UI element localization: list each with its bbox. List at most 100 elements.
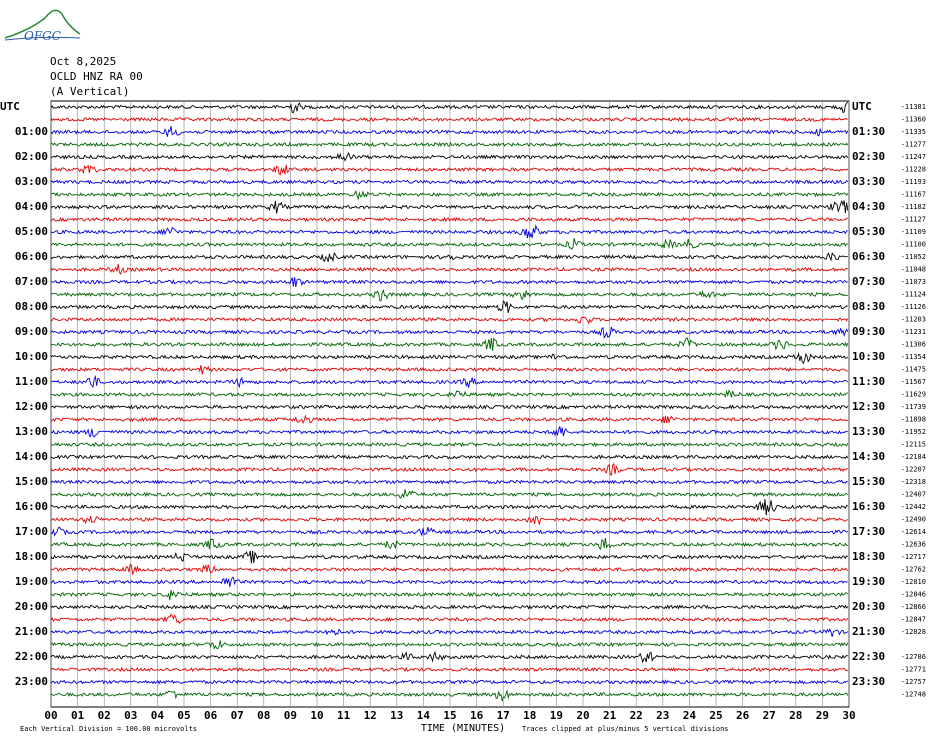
x-tick-label: 13 [390, 709, 403, 722]
x-tick-label: 24 [683, 709, 697, 722]
x-tick-label: 05 [177, 709, 190, 722]
trace-offset: -11247 [901, 153, 926, 161]
x-tick-label: 04 [151, 709, 165, 722]
trace [50, 289, 848, 302]
scale-note: Each Vertical Division = 100.00 microvol… [20, 725, 197, 733]
trace-offset: -12771 [901, 666, 926, 674]
trace [50, 499, 848, 516]
x-tick-label: 06 [204, 709, 218, 722]
trace [50, 351, 849, 365]
right-time-label: 09:30 [852, 325, 885, 338]
right-time-label: 14:30 [852, 450, 885, 463]
trace [50, 404, 849, 410]
trace-offset: -11739 [901, 403, 926, 411]
x-tick-label: 08 [257, 709, 270, 722]
trace [50, 164, 849, 176]
trace-offset: -11048 [901, 266, 926, 274]
trace [50, 326, 849, 339]
x-tick-label: 14 [417, 709, 431, 722]
trace-offset: -11228 [901, 166, 926, 174]
right-time-label: 05:30 [852, 225, 885, 238]
x-tick-label: 30 [842, 709, 855, 722]
logo-text: OFGC [24, 29, 61, 43]
x-tick-label: 28 [789, 709, 802, 722]
x-tick-label: 29 [816, 709, 829, 722]
left-time-label: 05:00 [15, 225, 48, 238]
trace [50, 454, 849, 460]
left-time-label: 06:00 [15, 250, 48, 263]
component: (A Vertical) [50, 85, 129, 98]
trace [50, 613, 849, 625]
trace [50, 151, 849, 162]
left-time-label: 03:00 [15, 175, 48, 188]
right-time-label: 08:30 [852, 300, 885, 313]
trace-offset: -12115 [901, 441, 926, 449]
left-time-label: UTC [0, 100, 20, 113]
trace [50, 179, 849, 185]
trace-offset: -12442 [901, 503, 926, 511]
x-tick-label: 15 [443, 709, 456, 722]
date: Oct 8,2025 [50, 55, 116, 68]
trace [50, 426, 848, 438]
right-time-label: 04:30 [852, 200, 885, 213]
trace-offset: -11203 [901, 316, 926, 324]
left-time-label: 13:00 [15, 425, 48, 438]
trace [50, 515, 849, 525]
station: OCLD HNZ RA 00 [50, 70, 143, 83]
trace-offset: -12717 [901, 553, 926, 561]
x-tick-label: 17 [497, 709, 510, 722]
trace-offset: -12786 [901, 653, 926, 661]
trace-offset: -11231 [901, 328, 926, 336]
x-tick-label: 00 [44, 709, 57, 722]
clip-note: Traces clipped at plus/minus 5 vertical … [522, 725, 729, 733]
trace-offset: -11952 [901, 428, 926, 436]
left-time-label: 17:00 [15, 525, 48, 538]
x-tick-label: 27 [763, 709, 776, 722]
trace-offset: -12184 [901, 453, 926, 461]
trace [50, 479, 848, 485]
x-tick-label: 20 [576, 709, 589, 722]
trace [50, 190, 849, 201]
left-time-label: 22:00 [15, 650, 48, 663]
trace [50, 666, 848, 673]
x-tick-label: 22 [630, 709, 643, 722]
trace-offset: -11100 [901, 241, 926, 249]
trace-offset: -11898 [901, 416, 926, 424]
trace [50, 263, 848, 276]
trace [50, 365, 848, 375]
trace [50, 590, 849, 601]
left-time-label: 14:00 [15, 450, 48, 463]
trace-offset: -11109 [901, 228, 926, 236]
trace-offset: -11124 [901, 291, 926, 299]
right-time-label: UTC [852, 100, 872, 113]
left-time-label: 16:00 [15, 500, 48, 513]
logo: OFGC [4, 9, 81, 43]
trace-offset: -11629 [901, 391, 926, 399]
trace [50, 277, 848, 287]
trace [50, 462, 848, 477]
trace [50, 640, 849, 650]
trace [50, 375, 849, 389]
trace-offset: -11381 [901, 103, 926, 111]
trace-offset: -12757 [901, 678, 926, 686]
right-time-label: 11:30 [852, 375, 885, 388]
trace [50, 126, 849, 137]
trace [50, 251, 848, 263]
trace [50, 441, 849, 448]
trace-offset: -12207 [901, 466, 926, 474]
trace-offset: -11127 [901, 216, 926, 224]
left-time-label: 10:00 [15, 350, 48, 363]
trace [50, 316, 849, 325]
right-time-label: 20:30 [852, 600, 885, 613]
right-time-label: 15:30 [852, 475, 885, 488]
left-time-label: 20:00 [15, 600, 48, 613]
x-tick-label: 11 [337, 709, 351, 722]
left-time-label: 11:00 [15, 375, 48, 388]
trace-offset: -12636 [901, 541, 926, 549]
trace [50, 224, 849, 239]
trace-offset: -12614 [901, 528, 926, 536]
right-time-label: 02:30 [852, 150, 885, 163]
right-time-label: 01:30 [852, 125, 885, 138]
left-time-label: 01:00 [15, 125, 48, 138]
